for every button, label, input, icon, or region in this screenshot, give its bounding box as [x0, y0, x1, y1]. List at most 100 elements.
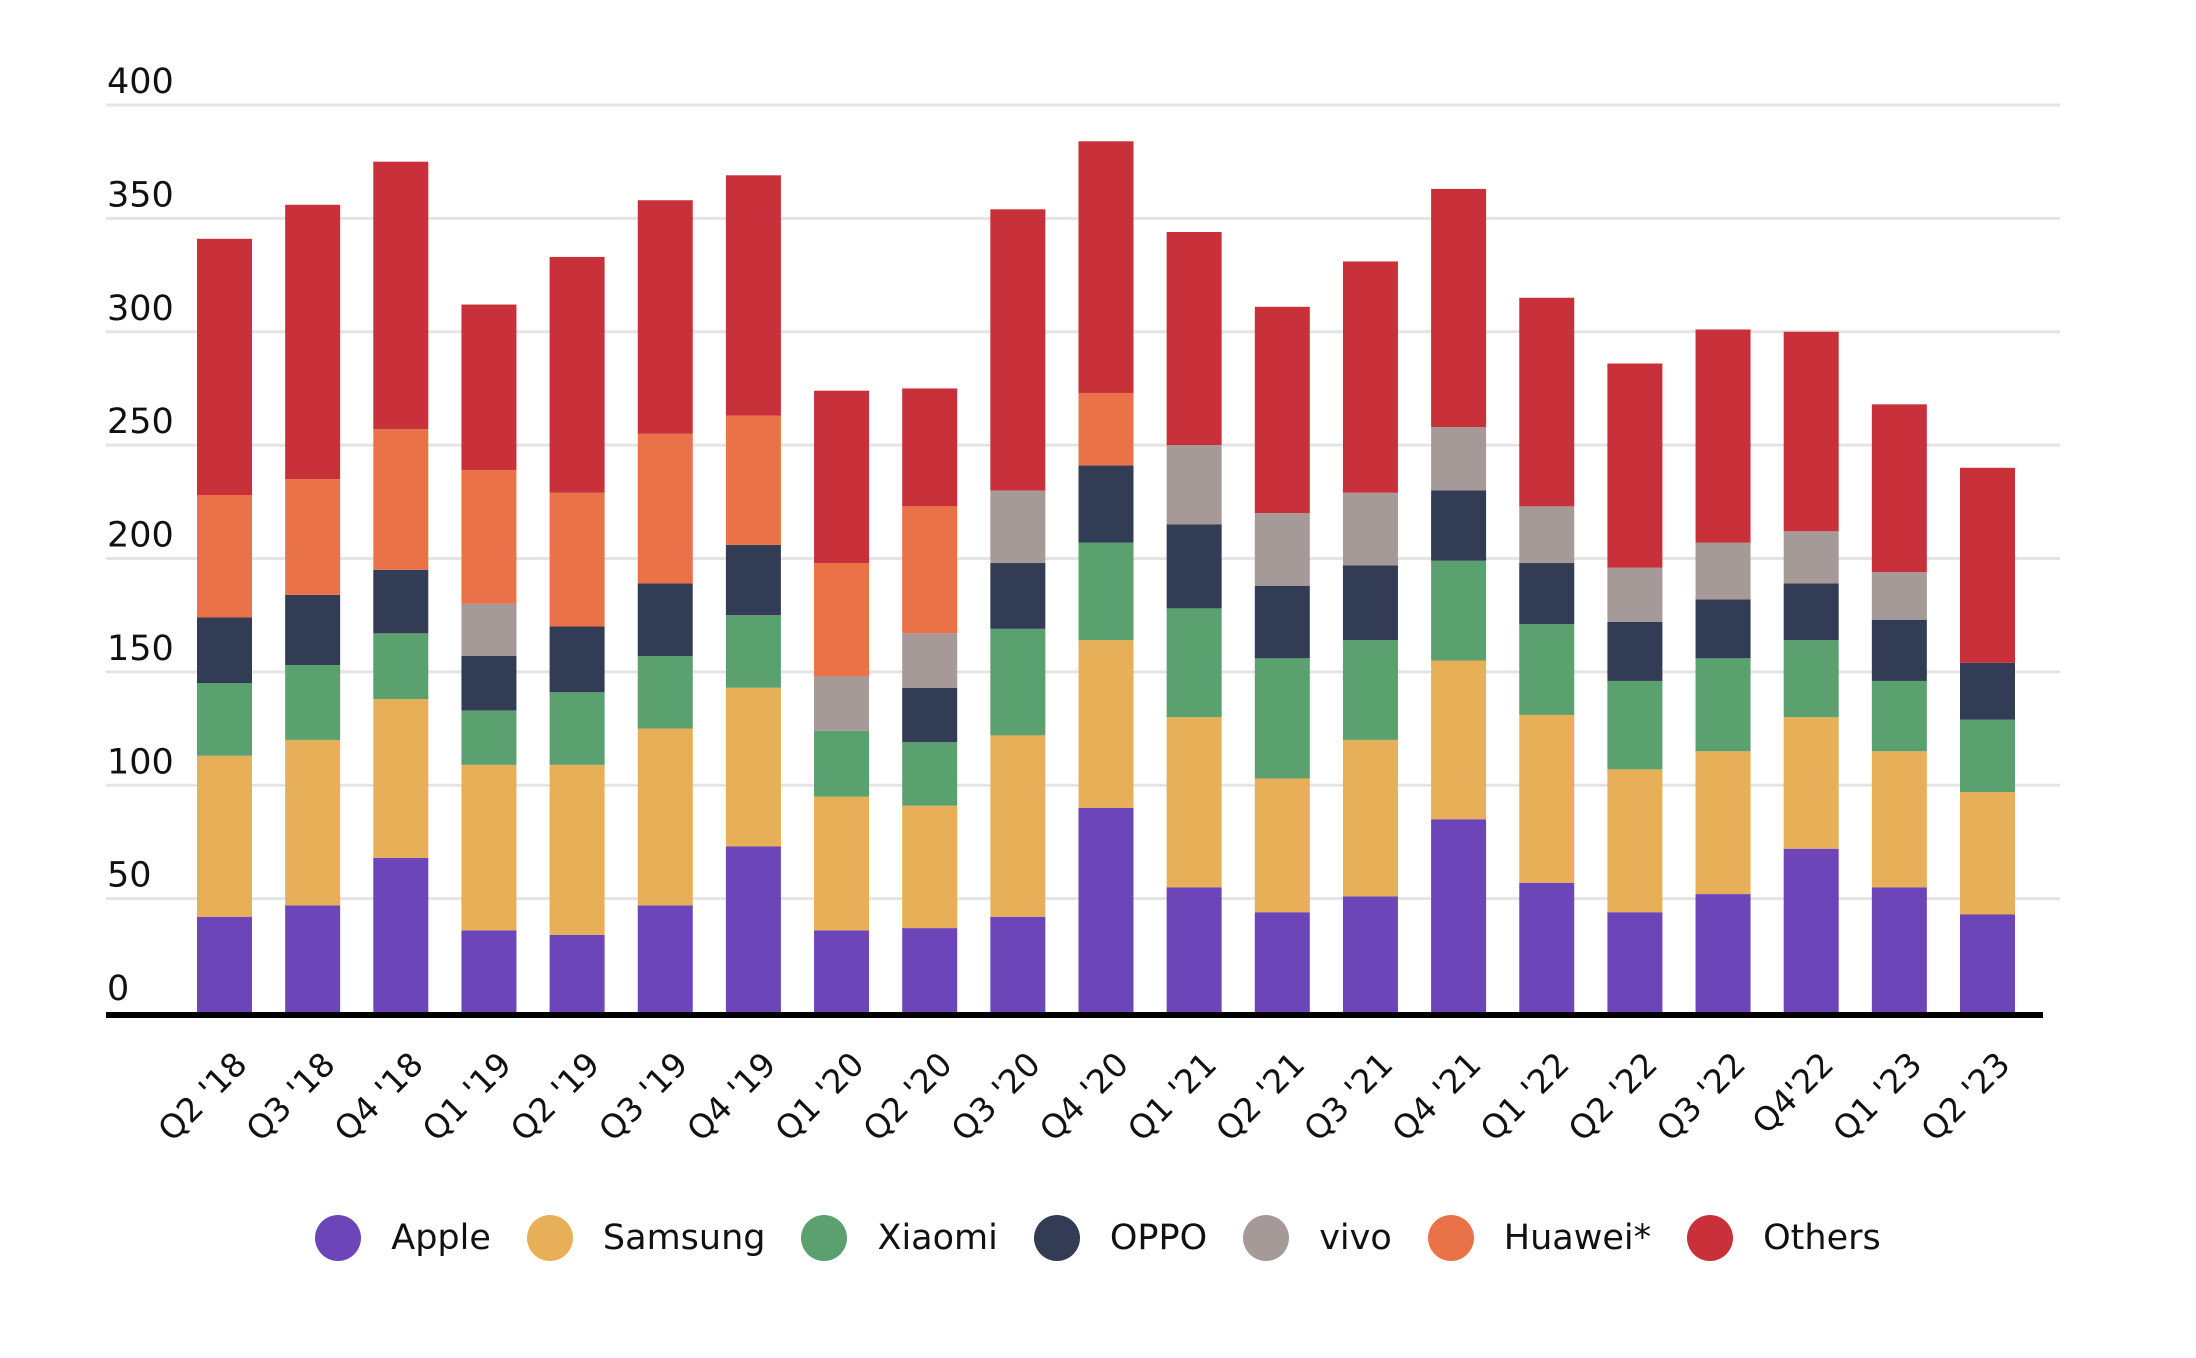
bar-segment-others[interactable]: Q3 '18 — Others: 121 — [285, 204, 341, 480]
bar-segment-huawei[interactable]: Q2 '18 — Huawei*: 54 — [197, 495, 252, 618]
bar-segment-oppo[interactable]: Q4 '20 — OPPO: 34 — [1078, 465, 1134, 543]
bar-segment-vivo[interactable]: Q1 '19 — vivo: 23 — [461, 603, 517, 657]
bar-segment-others[interactable]: Q1 '22 — Others: 92 — [1519, 297, 1575, 507]
bar-segment-apple[interactable]: Q1 '21 — Apple: 55 — [1166, 887, 1222, 1012]
bar-segment-samsung[interactable]: Q1 '20 — Samsung: 59 — [814, 796, 870, 931]
bar-segment-huawei[interactable]: Q2 '20 — Huawei*: 56 — [902, 506, 958, 634]
bar-segment-oppo[interactable]: Q3 '18 — OPPO: 31 — [285, 594, 341, 666]
bar-segment-xiaomi[interactable]: Q4'22 — Xiaomi: 34 — [1783, 640, 1839, 718]
bar-segment-huawei[interactable]: Q3 '19 — Huawei*: 66 — [637, 433, 693, 584]
bar-segment-apple[interactable]: Q1 '23 — Apple: 55 — [1871, 887, 1927, 1012]
bar-segment-samsung[interactable]: Q1 '22 — Samsung: 74 — [1519, 714, 1575, 883]
bar-segment-others[interactable]: Q3 '20 — Others: 124 — [990, 209, 1046, 491]
bar-segment-apple[interactable]: Q3 '18 — Apple: 47 — [285, 905, 341, 1012]
bar-segment-others[interactable]: Q1 '20 — Others: 76 — [814, 390, 870, 564]
bar-segment-vivo[interactable]: Q2 '22 — vivo: 24 — [1607, 567, 1663, 622]
bar-segment-xiaomi[interactable]: Q2 '21 — Xiaomi: 53 — [1254, 658, 1310, 779]
bar-segment-oppo[interactable]: Q4 '18 — OPPO: 28 — [373, 569, 429, 634]
bar-segment-xiaomi[interactable]: Q2 '22 — Xiaomi: 39 — [1607, 680, 1663, 770]
bar-segment-xiaomi[interactable]: Q3 '19 — Xiaomi: 32 — [637, 656, 693, 729]
bar-segment-others[interactable]: Q3 '22 — Others: 94 — [1695, 329, 1751, 543]
bar-segment-oppo[interactable]: Q1 '19 — OPPO: 24 — [461, 656, 517, 711]
bar-segment-apple[interactable]: Q4'22 — Apple: 72 — [1783, 848, 1839, 1012]
bar-segment-apple[interactable]: Q1 '19 — Apple: 36 — [461, 930, 517, 1012]
bar-segment-samsung[interactable]: Q2 '19 — Samsung: 75 — [549, 764, 605, 935]
bar-segment-others[interactable]: Q2 '19 — Others: 104 — [549, 256, 605, 493]
bar-segment-samsung[interactable]: Q3 '19 — Samsung: 78 — [637, 728, 693, 906]
bar-segment-huawei[interactable]: Q4 '19 — Huawei*: 57 — [725, 415, 781, 545]
bar-segment-oppo[interactable]: Q3 '20 — OPPO: 29 — [990, 563, 1046, 629]
bar-segment-others[interactable]: Q4 '20 — Others: 111 — [1078, 141, 1134, 393]
bar-segment-others[interactable]: Q4'22 — Others: 88 — [1783, 331, 1839, 532]
bar-segment-samsung[interactable]: Q4'22 — Samsung: 58 — [1783, 717, 1839, 849]
bar-segment-oppo[interactable]: Q3 '22 — OPPO: 26 — [1695, 599, 1751, 659]
bar-segment-oppo[interactable]: Q2 '21 — OPPO: 32 — [1254, 585, 1310, 659]
bar-segment-xiaomi[interactable]: Q3 '20 — Xiaomi: 47 — [990, 628, 1046, 736]
bar-segment-xiaomi[interactable]: Q1 '20 — Xiaomi: 29 — [814, 730, 870, 797]
bar-segment-others[interactable]: Q4 '18 — Others: 118 — [373, 161, 429, 430]
bar-segment-oppo[interactable]: Q4'22 — OPPO: 25 — [1783, 583, 1839, 641]
bar-segment-others[interactable]: Q3 '19 — Others: 103 — [637, 200, 693, 434]
bar-segment-samsung[interactable]: Q3 '21 — Samsung: 69 — [1342, 739, 1398, 897]
legend-item-huawei[interactable]: Huawei* — [1427, 1215, 1651, 1261]
bar-segment-huawei[interactable]: Q4 '20 — Huawei*: 32 — [1078, 392, 1134, 466]
bar-segment-apple[interactable]: Q2 '21 — Apple: 44 — [1254, 912, 1310, 1012]
bar-segment-apple[interactable]: Q4 '18 — Apple: 68 — [373, 857, 429, 1012]
bar-segment-samsung[interactable]: Q2 '23 — Samsung: 54 — [1960, 792, 2015, 915]
bar-segment-others[interactable]: Q1 '23 — Others: 74 — [1871, 404, 1927, 573]
bar-segment-samsung[interactable]: Q2 '22 — Samsung: 63 — [1607, 769, 1663, 913]
bar-segment-others[interactable]: Q2 '21 — Others: 91 — [1254, 306, 1310, 514]
bar-segment-oppo[interactable]: Q1 '23 — OPPO: 27 — [1871, 619, 1927, 681]
bar-segment-apple[interactable]: Q1 '20 — Apple: 36 — [814, 930, 870, 1012]
bar-segment-huawei[interactable]: Q3 '18 — Huawei*: 51 — [285, 479, 341, 595]
bar-segment-vivo[interactable]: Q3 '20 — vivo: 32 — [990, 490, 1046, 564]
bar-segment-samsung[interactable]: Q4 '18 — Samsung: 70 — [373, 699, 429, 858]
bar-segment-samsung[interactable]: Q2 '20 — Samsung: 54 — [902, 805, 958, 929]
bar-segment-xiaomi[interactable]: Q1 '23 — Xiaomi: 31 — [1871, 680, 1927, 752]
bar-segment-oppo[interactable]: Q3 '19 — OPPO: 32 — [637, 583, 693, 657]
bar-segment-apple[interactable]: Q3 '21 — Apple: 51 — [1342, 896, 1398, 1012]
bar-segment-vivo[interactable]: Q1 '22 — vivo: 25 — [1519, 506, 1575, 564]
bar-segment-apple[interactable]: Q2 '18 — Apple: 42 — [197, 916, 252, 1012]
bar-segment-others[interactable]: Q1 '21 — Others: 94 — [1166, 231, 1222, 446]
bar-segment-vivo[interactable]: Q4 '21 — vivo: 28 — [1431, 426, 1487, 491]
bar-segment-vivo[interactable]: Q3 '21 — vivo: 32 — [1342, 492, 1398, 566]
bar-segment-samsung[interactable]: Q3 '18 — Samsung: 73 — [285, 739, 341, 906]
bar-segment-oppo[interactable]: Q1 '21 — OPPO: 37 — [1166, 524, 1222, 609]
bar-segment-others[interactable]: Q4 '21 — Others: 105 — [1431, 188, 1487, 427]
bar-segment-apple[interactable]: Q2 '20 — Apple: 37 — [902, 928, 958, 1012]
bar-segment-oppo[interactable]: Q1 '22 — OPPO: 27 — [1519, 563, 1575, 625]
bar-segment-xiaomi[interactable]: Q3 '21 — Xiaomi: 44 — [1342, 640, 1398, 740]
bar-segment-apple[interactable]: Q4 '19 — Apple: 73 — [725, 846, 781, 1012]
bar-segment-oppo[interactable]: Q3 '21 — OPPO: 33 — [1342, 565, 1398, 641]
bar-segment-others[interactable]: Q2 '22 — Others: 90 — [1607, 363, 1663, 568]
legend-item-samsung[interactable]: Samsung — [526, 1215, 765, 1261]
bar-segment-apple[interactable]: Q3 '20 — Apple: 42 — [990, 916, 1046, 1012]
bar-segment-xiaomi[interactable]: Q4 '21 — Xiaomi: 44 — [1431, 560, 1487, 661]
bar-segment-others[interactable]: Q2 '20 — Others: 52 — [902, 388, 958, 507]
bar-segment-samsung[interactable]: Q3 '22 — Samsung: 63 — [1695, 751, 1751, 895]
bar-segment-xiaomi[interactable]: Q1 '21 — Xiaomi: 48 — [1166, 608, 1222, 718]
bar-segment-samsung[interactable]: Q4 '21 — Samsung: 70 — [1431, 660, 1487, 820]
bar-segment-others[interactable]: Q2 '18 — Others: 113 — [197, 238, 252, 496]
bar-segment-oppo[interactable]: Q2 '22 — OPPO: 26 — [1607, 621, 1663, 681]
bar-segment-apple[interactable]: Q1 '22 — Apple: 57 — [1519, 882, 1575, 1012]
bar-segment-oppo[interactable]: Q2 '23 — OPPO: 25 — [1960, 662, 2015, 720]
bar-segment-vivo[interactable]: Q1 '23 — vivo: 21 — [1871, 572, 1927, 620]
bar-segment-huawei[interactable]: Q1 '20 — Huawei*: 50 — [814, 563, 870, 677]
bar-segment-oppo[interactable]: Q4 '21 — OPPO: 31 — [1431, 490, 1487, 561]
bar-segment-vivo[interactable]: Q1 '20 — vivo: 24 — [814, 676, 870, 731]
bar-segment-huawei[interactable]: Q4 '18 — Huawei*: 62 — [373, 429, 429, 570]
bar-segment-xiaomi[interactable]: Q3 '22 — Xiaomi: 41 — [1695, 658, 1751, 752]
bar-segment-samsung[interactable]: Q2 '21 — Samsung: 59 — [1254, 778, 1310, 913]
bar-segment-huawei[interactable]: Q1 '19 — Huawei*: 59 — [461, 470, 517, 604]
bar-segment-oppo[interactable]: Q2 '20 — OPPO: 24 — [902, 687, 958, 743]
bar-segment-huawei[interactable]: Q2 '19 — Huawei*: 59 — [549, 492, 605, 627]
bar-segment-xiaomi[interactable]: Q4 '19 — Xiaomi: 32 — [725, 615, 781, 688]
bar-segment-xiaomi[interactable]: Q4 '20 — Xiaomi: 43 — [1078, 542, 1134, 641]
bar-segment-others[interactable]: Q1 '19 — Others: 73 — [461, 304, 517, 471]
bar-segment-apple[interactable]: Q2 '19 — Apple: 34 — [549, 934, 605, 1012]
bar-segment-vivo[interactable]: Q4'22 — vivo: 23 — [1783, 531, 1839, 584]
bar-segment-others[interactable]: Q3 '21 — Others: 102 — [1342, 261, 1398, 493]
bar-segment-samsung[interactable]: Q3 '20 — Samsung: 80 — [990, 735, 1046, 917]
